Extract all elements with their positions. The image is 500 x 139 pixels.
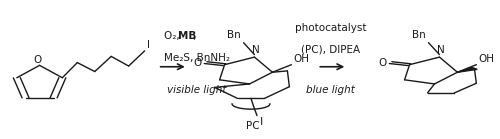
Text: ,: , [192, 31, 196, 41]
Text: N: N [252, 45, 260, 55]
Text: I: I [260, 117, 263, 127]
Text: Bn: Bn [412, 30, 426, 40]
Text: MB: MB [178, 31, 197, 41]
Text: OH: OH [478, 54, 494, 64]
Text: Bn: Bn [227, 30, 240, 40]
Text: Me₂S, BnNH₂: Me₂S, BnNH₂ [164, 53, 230, 63]
Polygon shape [458, 67, 477, 72]
Text: N: N [436, 45, 444, 55]
Text: I: I [146, 40, 150, 50]
Text: OH: OH [294, 54, 310, 64]
Text: O₂,: O₂, [164, 31, 183, 41]
Text: visible light: visible light [166, 85, 226, 95]
Text: O: O [194, 58, 202, 68]
Text: photocatalyst: photocatalyst [295, 23, 366, 33]
Text: PC: PC [246, 121, 260, 131]
Text: (PC), DIPEA: (PC), DIPEA [301, 44, 360, 54]
Text: blue light: blue light [306, 85, 355, 95]
Text: O: O [33, 55, 41, 65]
Text: O: O [378, 58, 386, 68]
